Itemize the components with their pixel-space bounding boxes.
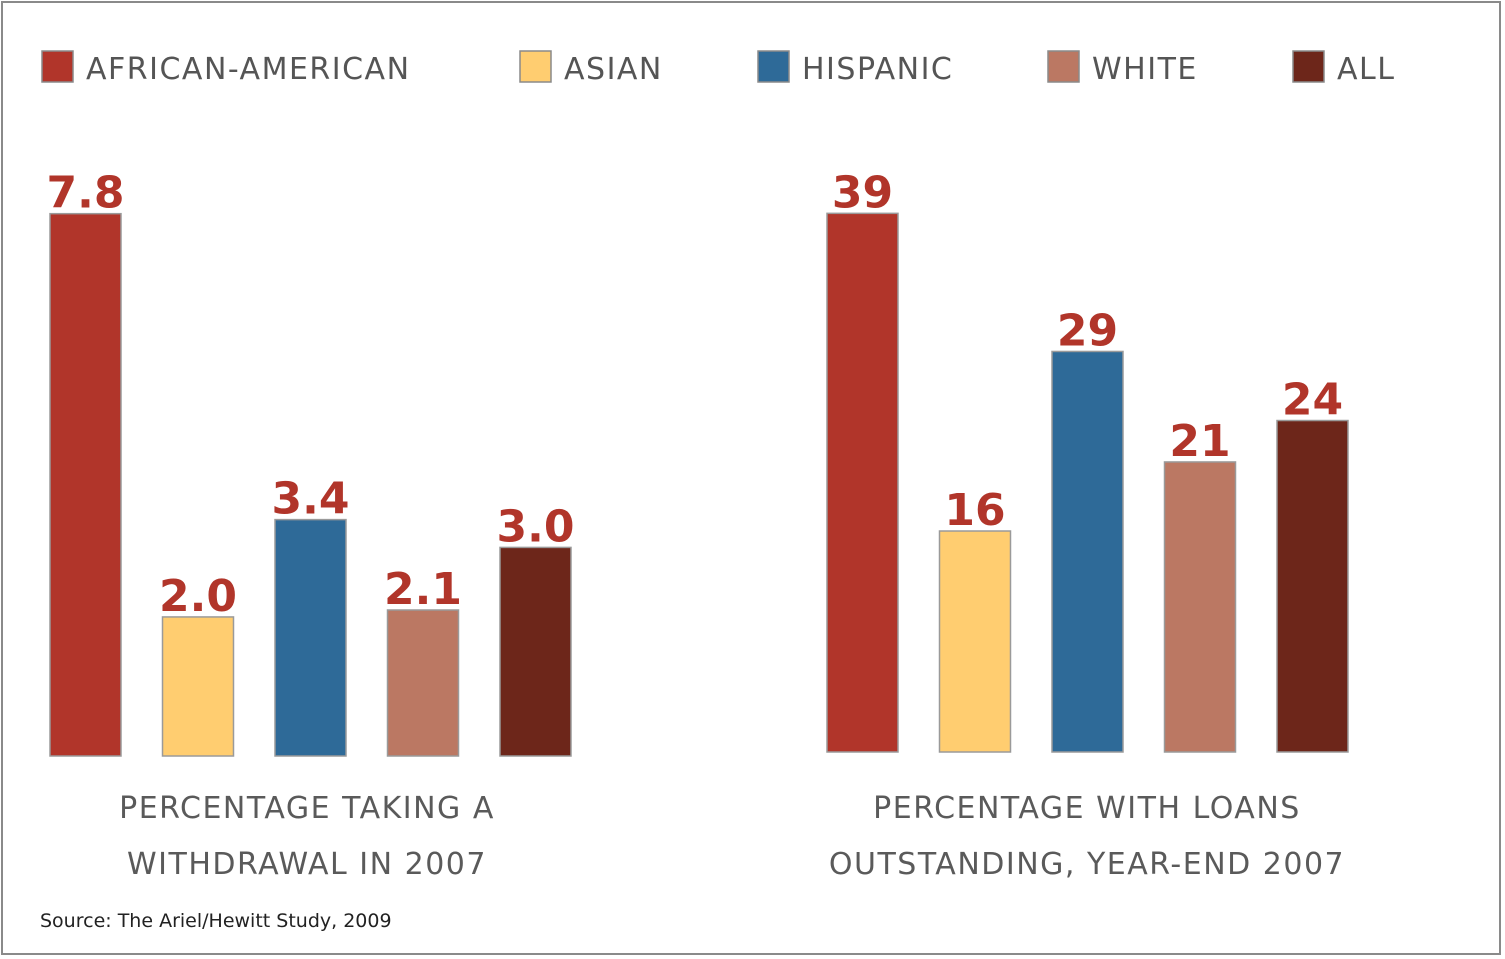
loans-bars <box>826 212 1349 753</box>
withdrawal-bar-4 <box>499 546 572 757</box>
legend-swatch-1 <box>519 50 552 83</box>
loans-value-label-3: 21 <box>1169 416 1230 467</box>
loans-value-label-1: 16 <box>944 485 1005 536</box>
withdrawal-value-labels: 7.8 2.0 3.4 2.1 3.0 <box>47 168 575 622</box>
withdrawal-title-line-2: WITHDRAWAL IN 2007 <box>127 847 487 882</box>
loans-bar-3 <box>1163 461 1237 753</box>
legend-swatch-0 <box>41 50 74 83</box>
withdrawal-panel: 7.8 2.0 3.4 2.1 3.0 PERCENTAGE TAKING A WITH… <box>47 168 575 882</box>
withdrawal-value-label-4: 3.0 <box>497 501 575 552</box>
loans-title-line-1: PERCENTAGE WITH LOANS <box>873 791 1301 826</box>
legend: AFRICAN-AMERICAN ASIAN HISPANIC WHITE ALL <box>41 50 1395 87</box>
loans-bar-0 <box>826 212 899 753</box>
withdrawal-value-label-1: 2.0 <box>159 571 237 622</box>
legend-label-0: AFRICAN-AMERICAN <box>86 52 411 87</box>
withdrawal-value-label-3: 2.1 <box>384 564 462 615</box>
loans-value-labels: 39 16 29 21 24 <box>832 167 1343 536</box>
withdrawal-bars <box>49 212 572 757</box>
loans-value-label-0: 39 <box>832 167 893 218</box>
withdrawal-title-line-1: PERCENTAGE TAKING A <box>119 791 495 826</box>
loans-value-label-4: 24 <box>1282 375 1343 426</box>
withdrawal-value-label-0: 7.8 <box>47 168 125 219</box>
legend-label-3: WHITE <box>1092 52 1198 87</box>
loans-bar-2 <box>1051 350 1124 753</box>
legend-swatch-4 <box>1292 50 1325 83</box>
legend-label-4: ALL <box>1337 52 1395 87</box>
withdrawal-bar-0 <box>49 212 122 757</box>
withdrawal-bar-2 <box>274 518 347 757</box>
legend-label-1: ASIAN <box>564 52 663 87</box>
withdrawal-value-label-2: 3.4 <box>272 474 350 525</box>
legend-swatch-2 <box>757 50 790 83</box>
loans-panel: 39 16 29 21 24 PERCENTAGE WITH LOANS OUTSTAN… <box>826 167 1349 882</box>
legend-swatch-3 <box>1047 50 1080 83</box>
withdrawal-bar-1 <box>161 616 235 757</box>
loans-bar-1 <box>938 530 1012 753</box>
loans-value-label-2: 29 <box>1057 305 1118 356</box>
withdrawal-bar-3 <box>386 609 460 757</box>
legend-label-2: HISPANIC <box>802 52 953 87</box>
source-note: Source: The Ariel/Hewitt Study, 2009 <box>40 910 392 932</box>
loans-bar-4 <box>1276 419 1349 753</box>
loans-title-line-2: OUTSTANDING, YEAR-END 2007 <box>829 847 1345 882</box>
